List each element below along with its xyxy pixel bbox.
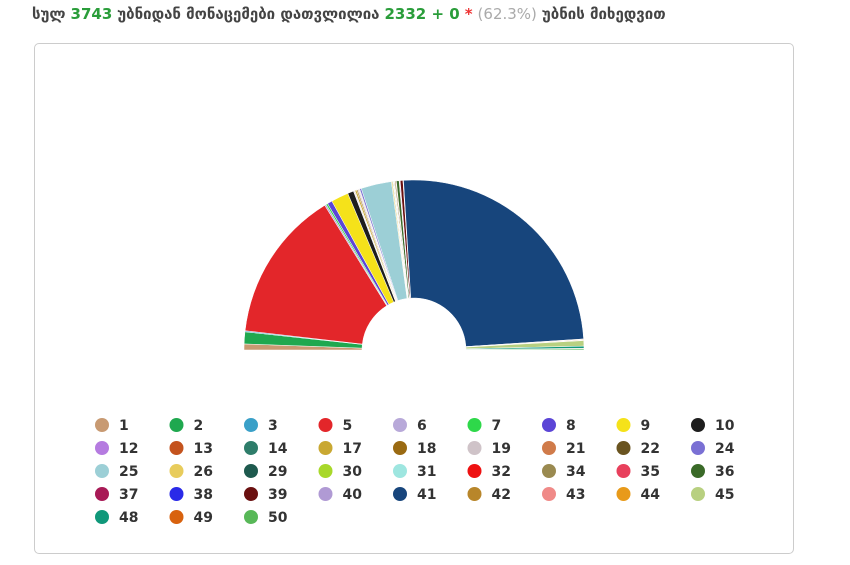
- legend-swatch: [393, 418, 407, 432]
- header: სულ 3743 უბნიდან მონაცემები დათვლილია 2332 …: [32, 5, 671, 23]
- legend-label: 25: [119, 464, 138, 480]
- legend-swatch: [95, 510, 109, 524]
- legend-swatch: [244, 464, 258, 478]
- legend-swatch: [95, 441, 109, 455]
- legend-swatch: [393, 464, 407, 478]
- pie-slice: [403, 179, 584, 347]
- legend-swatch: [244, 418, 258, 432]
- legend-swatch: [169, 487, 184, 501]
- legend-swatch: [542, 487, 556, 501]
- text: უბნის მიხედვით: [541, 5, 666, 23]
- legend-swatch: [691, 441, 705, 455]
- legend-label: 50: [268, 510, 288, 526]
- legend-label: 18: [417, 441, 436, 457]
- legend-swatch: [691, 418, 705, 432]
- legend-label: 38: [194, 487, 213, 503]
- legend-label: 24: [715, 441, 735, 457]
- legend-label: 35: [641, 464, 660, 480]
- legend-label: 21: [566, 441, 585, 457]
- legend-label: 5: [343, 418, 353, 434]
- legend-swatch: [616, 464, 631, 478]
- text: სულ: [32, 5, 66, 23]
- star: *: [464, 5, 473, 23]
- legend-label: 3: [268, 418, 278, 434]
- counted: 2332 + 0: [384, 5, 460, 23]
- legend-swatch: [318, 487, 333, 501]
- pie-slice: [244, 204, 388, 345]
- legend-label: 12: [119, 441, 138, 457]
- legend-swatch: [244, 487, 258, 501]
- legend-label: 41: [417, 487, 436, 503]
- legend-swatch: [95, 487, 109, 501]
- chart-box: [34, 43, 794, 554]
- legend-label: 6: [417, 418, 427, 434]
- legend-swatch: [95, 418, 109, 432]
- legend-label: 30: [343, 464, 363, 480]
- legend-label: 29: [268, 464, 287, 480]
- legend-swatch: [467, 441, 482, 455]
- legend-swatch: [691, 464, 705, 478]
- legend-swatch: [169, 418, 184, 432]
- legend-label: 2: [194, 418, 204, 434]
- text: უბნიდან მონაცემები დათვლილია: [117, 5, 380, 23]
- legend-swatch: [616, 418, 631, 432]
- legend-swatch: [467, 487, 482, 501]
- legend-label: 17: [343, 441, 362, 457]
- legend-swatch: [467, 464, 482, 478]
- legend-swatch: [691, 487, 705, 501]
- legend-label: 44: [641, 487, 661, 503]
- legend-swatch: [616, 441, 631, 455]
- legend-label: 31: [417, 464, 436, 480]
- legend-swatch: [244, 441, 258, 455]
- legend-label: 19: [492, 441, 511, 457]
- legend-label: 7: [492, 418, 502, 434]
- legend-swatch: [169, 510, 184, 524]
- legend-swatch: [95, 464, 109, 478]
- legend-swatch: [244, 510, 258, 524]
- legend-label: 36: [715, 464, 734, 480]
- legend-label: 9: [641, 418, 651, 434]
- legend-label: 32: [492, 464, 511, 480]
- legend-swatch: [616, 487, 631, 501]
- legend-label: 39: [268, 487, 287, 503]
- legend-swatch: [169, 441, 184, 455]
- legend-swatch: [542, 464, 556, 478]
- legend-label: 14: [268, 441, 288, 457]
- legend-swatch: [393, 441, 407, 455]
- legend-label: 1: [119, 418, 129, 434]
- total: 3743: [70, 5, 113, 23]
- legend-label: 45: [715, 487, 734, 503]
- legend-label: 10: [715, 418, 735, 434]
- legend-label: 26: [194, 464, 213, 480]
- legend-swatch: [318, 441, 333, 455]
- percent: (62.3%): [477, 5, 537, 23]
- legend-label: 40: [343, 487, 363, 503]
- legend-label: 37: [119, 487, 138, 503]
- legend-swatch: [393, 487, 407, 501]
- legend-label: 42: [492, 487, 511, 503]
- legend-label: 13: [194, 441, 213, 457]
- legend-label: 49: [194, 510, 213, 526]
- legend-label: 34: [566, 464, 586, 480]
- legend-swatch: [318, 464, 333, 478]
- legend-swatch: [467, 418, 482, 432]
- legend-label: 48: [119, 510, 138, 526]
- pie-slice: [465, 348, 585, 351]
- legend-swatch: [318, 418, 333, 432]
- legend-swatch: [542, 441, 556, 455]
- legend-label: 22: [641, 441, 660, 457]
- legend-label: 43: [566, 487, 585, 503]
- legend-swatch: [542, 418, 556, 432]
- legend-label: 8: [566, 418, 576, 434]
- legend-swatch: [169, 464, 184, 478]
